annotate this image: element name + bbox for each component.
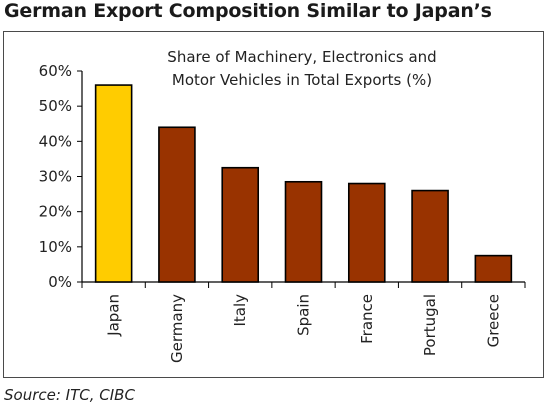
category-label: Greece (484, 294, 502, 347)
category-label: Spain (295, 294, 313, 336)
y-tick-label: 10% (39, 238, 72, 256)
bar-france (347, 182, 386, 283)
category-label: Germany (168, 294, 186, 363)
category-labels: Japan Germany Italy Spain France Portugal Gree… (105, 294, 503, 363)
bar-germany (158, 126, 196, 283)
bar-italy (221, 166, 260, 283)
category-label: Portugal (421, 294, 439, 356)
source-note: Source: ITC, CIBC (4, 386, 135, 404)
chart-bars (94, 84, 513, 283)
bar-japan (94, 84, 133, 283)
y-tick-label: 20% (39, 203, 72, 221)
chart-title-line: Share of Machinery, Electronics and (167, 48, 436, 66)
y-tick-label: 0% (48, 273, 72, 291)
y-tick-label: 60% (39, 62, 72, 80)
chart-frame (3, 31, 544, 378)
bar-portugal (411, 189, 449, 283)
chart-title: Share of Machinery, Electronics and Motor… (167, 48, 436, 89)
y-tick-label: 50% (39, 97, 72, 115)
chart-title-line: Motor Vehicles in Total Exports (%) (172, 71, 432, 89)
category-label: Japan (105, 294, 123, 337)
bar-greece (474, 254, 513, 283)
category-label: France (358, 294, 376, 344)
y-tick-label: 30% (39, 168, 72, 186)
chart-headline: German Export Composition Similar to Jap… (4, 0, 492, 22)
bar-spain (284, 180, 323, 283)
y-tick-label: 40% (39, 132, 72, 150)
category-label: Italy (231, 294, 249, 327)
